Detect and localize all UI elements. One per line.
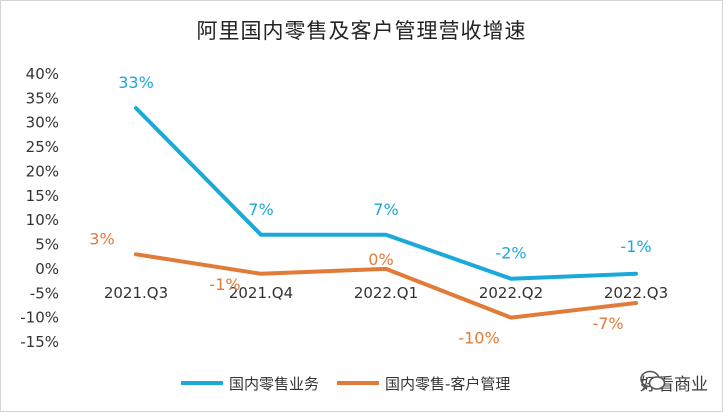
data-label: 7% bbox=[248, 200, 273, 219]
legend: 国内零售业务 国内零售-客户管理 bbox=[181, 375, 510, 393]
x-category-label: 2022.Q2 bbox=[479, 284, 543, 302]
chart-title: 阿里国内零售及客户管理营收增速 bbox=[196, 19, 527, 43]
data-label: -1% bbox=[209, 275, 240, 294]
x-axis: 2021.Q3 2021.Q4 2022.Q1 2022.Q2 2022.Q3 bbox=[104, 284, 668, 302]
data-label: -7% bbox=[592, 314, 623, 333]
data-label: -1% bbox=[620, 237, 651, 256]
y-tick-label: 0% bbox=[35, 260, 59, 278]
y-tick-label: -15% bbox=[20, 333, 59, 351]
y-tick-label: 10% bbox=[26, 211, 59, 229]
y-axis: 40% 35% 30% 25% 20% 15% 10% 5% 0% -5% -10% -15% bbox=[20, 65, 59, 351]
data-label: 7% bbox=[373, 200, 398, 219]
y-tick-label: 5% bbox=[35, 236, 59, 254]
data-label: 33% bbox=[118, 73, 154, 92]
legend-label: 国内零售业务 bbox=[229, 375, 319, 393]
y-tick-label: 40% bbox=[26, 65, 59, 83]
data-label: 0% bbox=[368, 250, 393, 269]
watermark: 好看商业 bbox=[640, 370, 708, 395]
x-category-label: 2022.Q3 bbox=[604, 284, 668, 302]
y-tick-label: -10% bbox=[20, 309, 59, 327]
series-line-0 bbox=[134, 106, 638, 281]
legend-label: 国内零售-客户管理 bbox=[385, 375, 510, 393]
wechat-icon bbox=[640, 370, 666, 391]
y-tick-label: 25% bbox=[26, 138, 59, 156]
data-label: 3% bbox=[89, 229, 114, 248]
y-tick-label: 20% bbox=[26, 162, 59, 180]
y-tick-label: 35% bbox=[26, 89, 59, 107]
series-lines bbox=[134, 106, 638, 320]
data-label: -10% bbox=[458, 329, 499, 348]
y-tick-label: -5% bbox=[30, 284, 59, 302]
y-tick-label: 30% bbox=[26, 114, 59, 132]
y-tick-label: 15% bbox=[26, 187, 59, 205]
data-labels: 33% 7% 7% -2% -1% 3% -1% 0% -10% -7% bbox=[89, 73, 651, 348]
x-category-label: 2021.Q3 bbox=[104, 284, 168, 302]
x-category-label: 2022.Q1 bbox=[354, 284, 418, 302]
data-label: -2% bbox=[495, 244, 526, 263]
series-line-1 bbox=[134, 252, 638, 320]
x-category-label: 2021.Q4 bbox=[229, 284, 293, 302]
